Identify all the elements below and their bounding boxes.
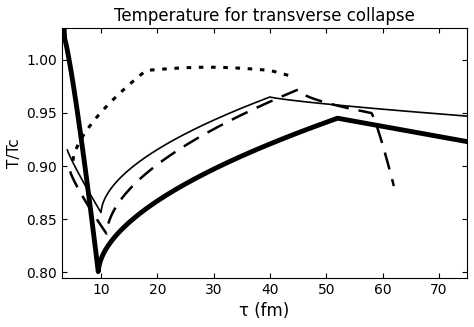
Title: Temperature for transverse collapse: Temperature for transverse collapse [114, 7, 415, 25]
Y-axis label: T/Tc: T/Tc [7, 138, 22, 168]
X-axis label: τ (fm): τ (fm) [239, 302, 290, 320]
